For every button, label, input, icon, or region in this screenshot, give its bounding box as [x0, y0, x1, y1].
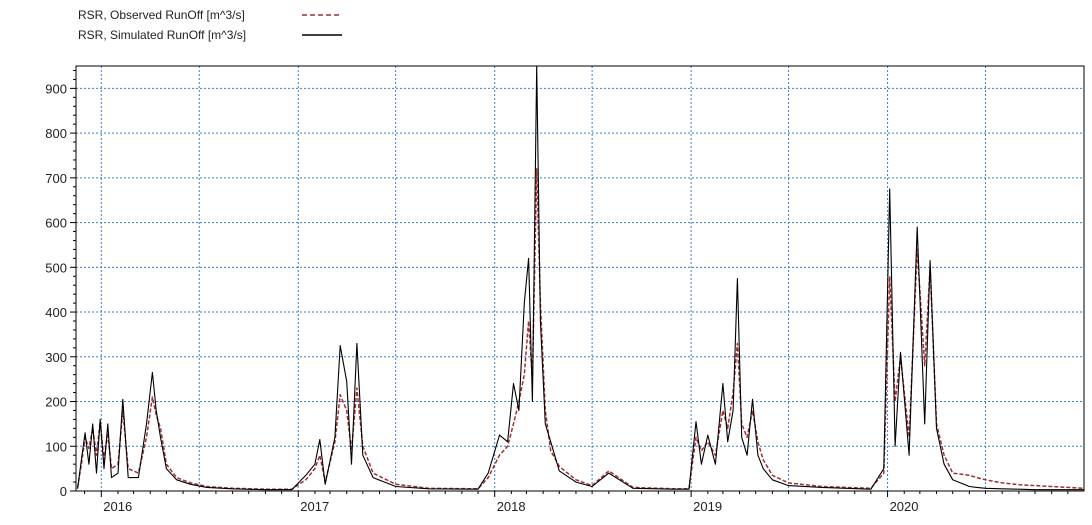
plot-frame: [75, 65, 1085, 492]
y-tick-label: 600: [45, 216, 67, 231]
y-tick-label: 100: [45, 439, 67, 454]
x-tick-label: 2017: [300, 499, 329, 514]
y-tick-label: 900: [45, 81, 67, 96]
y-tick-label: 800: [45, 126, 67, 141]
y-tick-label: 700: [45, 171, 67, 186]
y-tick-label: 500: [45, 260, 67, 275]
legend: RSR, Observed RunOff [m^3/s] RSR, Simula…: [78, 8, 342, 42]
x-tick-label: 2016: [103, 499, 132, 514]
series-line-observed: [76, 168, 1085, 490]
legend-label-simulated: RSR, Simulated RunOff [m^3/s]: [78, 28, 246, 42]
y-tick-label: 200: [45, 395, 67, 410]
y-axis: 0 100 200 300 400 500 600 700 800 900: [45, 69, 76, 499]
x-tick-label: 2018: [497, 499, 526, 514]
legend-label-observed: RSR, Observed RunOff [m^3/s]: [78, 8, 245, 22]
y-tick-label: 0: [60, 484, 67, 499]
x-tick-label: 2020: [890, 499, 919, 514]
x-tick-label: 2019: [693, 499, 722, 514]
y-tick-label: 400: [45, 305, 67, 320]
x-axis: 2016 2017 2018 2019 2020: [84, 491, 1069, 514]
y-tick-label: 300: [45, 350, 67, 365]
